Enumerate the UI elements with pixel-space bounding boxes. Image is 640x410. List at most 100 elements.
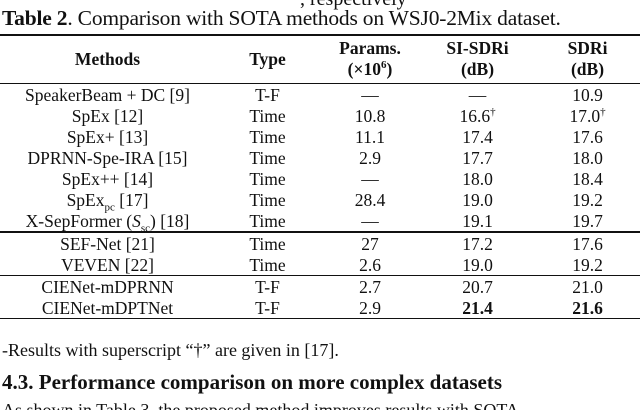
- partial-text-line: , respectively: [300, 0, 407, 11]
- table-cell: 21.6: [535, 297, 640, 319]
- table-row: DPRNN-Spe-IRA [15] Time 2.9 17.7 18.0: [0, 147, 640, 168]
- table-cell: 21.0: [535, 275, 640, 297]
- table-cell: 10.8: [354, 105, 386, 126]
- table-cell: 28.4: [354, 189, 386, 210]
- header-params: Params. (×106): [320, 35, 420, 84]
- table-cell: T-F: [215, 297, 320, 319]
- table-cell: Time: [249, 147, 286, 168]
- text-fragment: SpEx: [66, 189, 105, 210]
- table-row: SpEx [12] Time 10.8 16.6† 17.0†: [0, 105, 640, 126]
- table-cell: 19.2: [572, 189, 603, 210]
- table-cell: 2.6: [359, 254, 381, 275]
- table-row: SpeakerBeam + DC [9] T-F — — 10.9: [0, 84, 640, 106]
- table-cell: 16.6†: [420, 105, 535, 126]
- table-cell: —: [361, 84, 379, 105]
- table-cell: SpEx [12]: [71, 105, 144, 126]
- table-cell: 18.4: [572, 168, 603, 189]
- table-cell: 17.6: [572, 126, 603, 147]
- table-cell: 2.9: [359, 147, 381, 168]
- table-row: CIENet-mDPRNN T-F 2.7 20.7 21.0: [0, 275, 640, 297]
- table-cell: Time: [215, 231, 320, 254]
- table-cell: SpEx+ [13]: [66, 126, 149, 147]
- text-fragment: (×10: [347, 59, 381, 79]
- table-cell: VEVEN [22]: [61, 254, 154, 275]
- table-cell: CIENet-mDPRNN: [0, 275, 215, 297]
- table-cell: 10.9: [572, 84, 603, 105]
- table-cell: Time: [249, 168, 286, 189]
- table-row: X-SepFormer (Ssc) [18] Time — 19.1 19.7: [0, 210, 640, 234]
- table-row: SpEx++ [14] Time — 18.0 18.4: [0, 168, 640, 189]
- text-fragment: X-SepFormer (: [25, 210, 133, 231]
- table-row: VEVEN [22] Time 2.6 19.0 19.2: [0, 254, 640, 276]
- table-cell: SpExpc [17]: [0, 189, 215, 213]
- table-cell: —: [361, 168, 379, 189]
- table-footnote: -Results with superscript “†” are given …: [2, 340, 339, 360]
- header-type: Type: [249, 48, 286, 69]
- table-cell: T-F: [215, 275, 320, 297]
- table-cell: T-F: [255, 84, 280, 105]
- table-cell: Time: [249, 254, 286, 275]
- table-cell: 17.0†: [535, 105, 640, 126]
- table-cell: 19.7: [572, 210, 603, 231]
- text-fragment: †: [490, 105, 496, 118]
- comparison-table: Methods Type Params. (×106) SI-SDRi (dB) S…: [0, 34, 640, 319]
- caption-text: . Comparison with SOTA methods on WSJ0-2…: [67, 6, 561, 30]
- table-cell: 20.7: [420, 275, 535, 297]
- partial-body-text: As shown in Table 3, the proposed method…: [2, 400, 519, 410]
- table-cell: Time: [249, 105, 286, 126]
- table-cell: 19.0: [462, 189, 493, 210]
- text-fragment: SDRi: [567, 38, 608, 58]
- header-sdri: SDRi (dB): [535, 35, 640, 84]
- table-cell: SEF-Net [21]: [0, 231, 215, 254]
- table-cell: SpEx++ [14]: [61, 168, 154, 189]
- caption-label: Table 2: [2, 6, 68, 30]
- text-fragment: ): [386, 59, 393, 79]
- table-cell: 17.2: [420, 231, 535, 254]
- table-cell: 19.1: [462, 210, 493, 231]
- table-cell: 17.6: [535, 231, 640, 254]
- table-row: SEF-Net [21] Time 27 17.2 17.6: [0, 231, 640, 254]
- table-cell: 18.0: [572, 147, 603, 168]
- table-cell: 2.7: [320, 275, 420, 297]
- text-fragment: 16.6: [459, 105, 491, 126]
- text-fragment: [17]: [114, 189, 149, 210]
- text-fragment: (dB): [460, 59, 495, 79]
- table-cell: DPRNN-Spe-IRA [15]: [27, 147, 188, 168]
- table-cell: 19.0: [462, 254, 493, 275]
- table-cell: 11.1: [355, 126, 385, 147]
- header-si-sdri: SI-SDRi (dB): [420, 35, 535, 84]
- section-heading: 4.3. Performance comparison on more comp…: [2, 370, 503, 394]
- text-fragment: 6: [380, 59, 387, 72]
- text-fragment: 17.0: [569, 105, 601, 126]
- header-row: Methods Type Params. (×106) SI-SDRi (dB) S…: [0, 35, 640, 84]
- table-cell: CIENet-mDPTNet: [0, 297, 215, 319]
- text-fragment: SI-SDRi: [446, 38, 509, 58]
- text-fragment: †: [600, 105, 606, 118]
- table-cell: 17.7: [462, 147, 493, 168]
- table-cell: Time: [249, 210, 286, 231]
- table-cell: —: [468, 84, 487, 105]
- table-cell: 17.4: [462, 126, 493, 147]
- table-cell: X-SepFormer (Ssc) [18]: [0, 210, 215, 234]
- table-cell: SpeakerBeam + DC [9]: [25, 84, 190, 105]
- text-fragment: ) [18]: [150, 210, 190, 231]
- table-cell: 18.0: [462, 168, 493, 189]
- text-fragment: sc: [140, 222, 150, 234]
- text-fragment: (dB): [570, 59, 605, 79]
- text-fragment: Params.: [339, 38, 401, 58]
- text-fragment: S: [132, 210, 141, 231]
- table-caption: Table 2. Comparison with SOTA methods on…: [2, 6, 561, 31]
- table-row: CIENet-mDPTNet T-F 2.9 21.4 21.6: [0, 297, 640, 319]
- table-cell: 27: [320, 231, 420, 254]
- table-cell: Time: [249, 126, 286, 147]
- text-fragment: pc: [104, 201, 115, 213]
- table-row: SpEx+ [13] Time 11.1 17.4 17.6: [0, 126, 640, 147]
- table-cell: 19.2: [572, 254, 603, 275]
- table-cell: 21.4: [420, 297, 535, 319]
- table-cell: 2.9: [320, 297, 420, 319]
- table-row: SpExpc [17] Time 28.4 19.0 19.2: [0, 189, 640, 213]
- table-cell: —: [361, 210, 379, 231]
- table-cell: Time: [249, 189, 286, 210]
- header-methods: Methods: [74, 48, 141, 69]
